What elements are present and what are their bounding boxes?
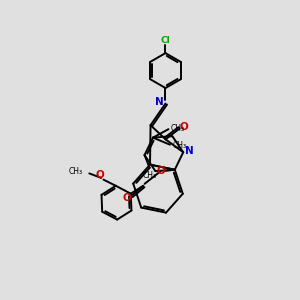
Text: CH₃: CH₃ <box>171 124 185 133</box>
Text: CH₃: CH₃ <box>172 141 186 150</box>
Text: O: O <box>156 166 165 176</box>
Text: O: O <box>123 193 132 203</box>
Text: N: N <box>155 98 164 107</box>
Text: O: O <box>96 170 104 180</box>
Text: CH₃: CH₃ <box>142 171 157 180</box>
Text: Cl: Cl <box>160 36 170 45</box>
Text: CH₃: CH₃ <box>69 167 83 176</box>
Text: O: O <box>180 122 188 132</box>
Text: N: N <box>184 146 193 156</box>
